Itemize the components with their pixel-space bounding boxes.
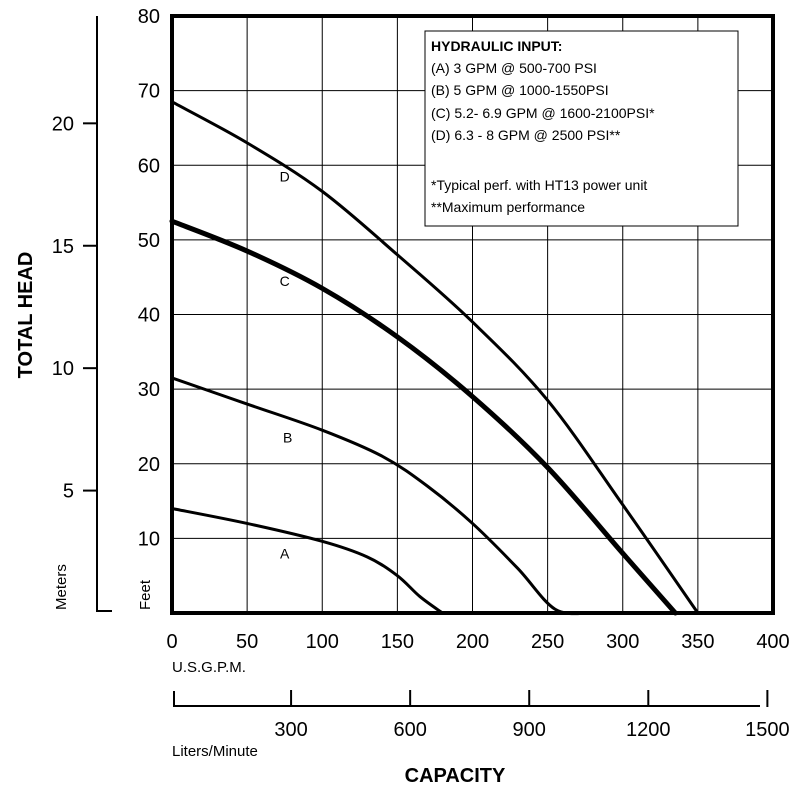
legend-box: HYDRAULIC INPUT: (A) 3 GPM @ 500-700 PSI…	[424, 30, 739, 227]
y-axis-title: TOTAL HEAD	[15, 252, 37, 379]
x-tick-label-50: 50	[236, 631, 258, 653]
x-tick-label-150: 150	[381, 631, 414, 653]
feet-tick-label-50: 50	[138, 230, 160, 252]
legend-item-b: (B) 5 GPM @ 1000-1550PSI	[431, 82, 609, 98]
feet-tick-label-40: 40	[138, 305, 160, 327]
legend-title: HYDRAULIC INPUT:	[431, 38, 562, 54]
feet-tick-label-80: 80	[138, 6, 160, 28]
lpm-tick-label-1500: 1500	[745, 719, 790, 741]
x-tick-label-0: 0	[166, 631, 177, 653]
x-axis-title: CAPACITY	[405, 765, 506, 787]
meters-tick-label-20: 20	[52, 113, 74, 135]
legend-note-maximum: **Maximum performance	[431, 199, 585, 215]
lpm-tick-label-900: 900	[513, 719, 546, 741]
curve-a	[170, 507, 444, 615]
feet-unit-label: Feet	[137, 579, 154, 610]
legend-frame	[424, 30, 739, 227]
feet-tick-label-10: 10	[138, 528, 160, 550]
x-tick-label-350: 350	[681, 631, 714, 653]
lpm-tick-label-300: 300	[274, 719, 307, 741]
curve-label-d: D	[280, 168, 290, 184]
x-tick-label-100: 100	[306, 631, 339, 653]
feet-tick-label-70: 70	[138, 81, 160, 103]
meters-tick-label-15: 15	[52, 236, 74, 258]
x-tick-labels: 0 50 100 150 200 250 300 350 400	[166, 631, 789, 653]
x-tick-label-400: 400	[756, 631, 789, 653]
curve-d	[170, 100, 700, 615]
curve-b	[170, 376, 592, 616]
feet-tick-labels: 10 20 30 40 50 60 70 80	[138, 6, 160, 550]
plot-frame	[170, 14, 775, 615]
feet-tick-label-60: 60	[138, 155, 160, 177]
curve-c	[169, 218, 678, 616]
x-tick-label-250: 250	[531, 631, 564, 653]
curve-label-b: B	[283, 430, 292, 446]
feet-tick-label-20: 20	[138, 454, 160, 476]
meters-tick-label-10: 10	[52, 358, 74, 380]
legend-item-a: (A) 3 GPM @ 500-700 PSI	[431, 60, 597, 76]
curves: A B C D	[169, 100, 700, 616]
lpm-axis: 300 600 900 1200 1500	[173, 690, 790, 741]
curve-label-a: A	[280, 545, 290, 561]
feet-tick-label-30: 30	[138, 379, 160, 401]
x-tick-label-300: 300	[606, 631, 639, 653]
lpm-tick-label-1200: 1200	[626, 719, 671, 741]
curve-label-c: C	[280, 273, 290, 289]
lpm-tick-label-600: 600	[393, 719, 426, 741]
meters-axis: 5 10 15 20	[52, 16, 112, 612]
x-tick-label-200: 200	[456, 631, 489, 653]
meters-tick-label-5: 5	[63, 481, 74, 503]
gpm-unit-label: U.S.G.P.M.	[172, 659, 246, 676]
lpm-unit-label: Liters/Minute	[172, 743, 258, 760]
legend-item-c: (C) 5.2- 6.9 GPM @ 1600-2100PSI*	[431, 105, 655, 121]
legend-item-d: (D) 6.3 - 8 GPM @ 2500 PSI**	[431, 127, 621, 143]
meters-unit-label: Meters	[53, 564, 70, 610]
legend-note-typical: *Typical perf. with HT13 power unit	[431, 177, 647, 193]
